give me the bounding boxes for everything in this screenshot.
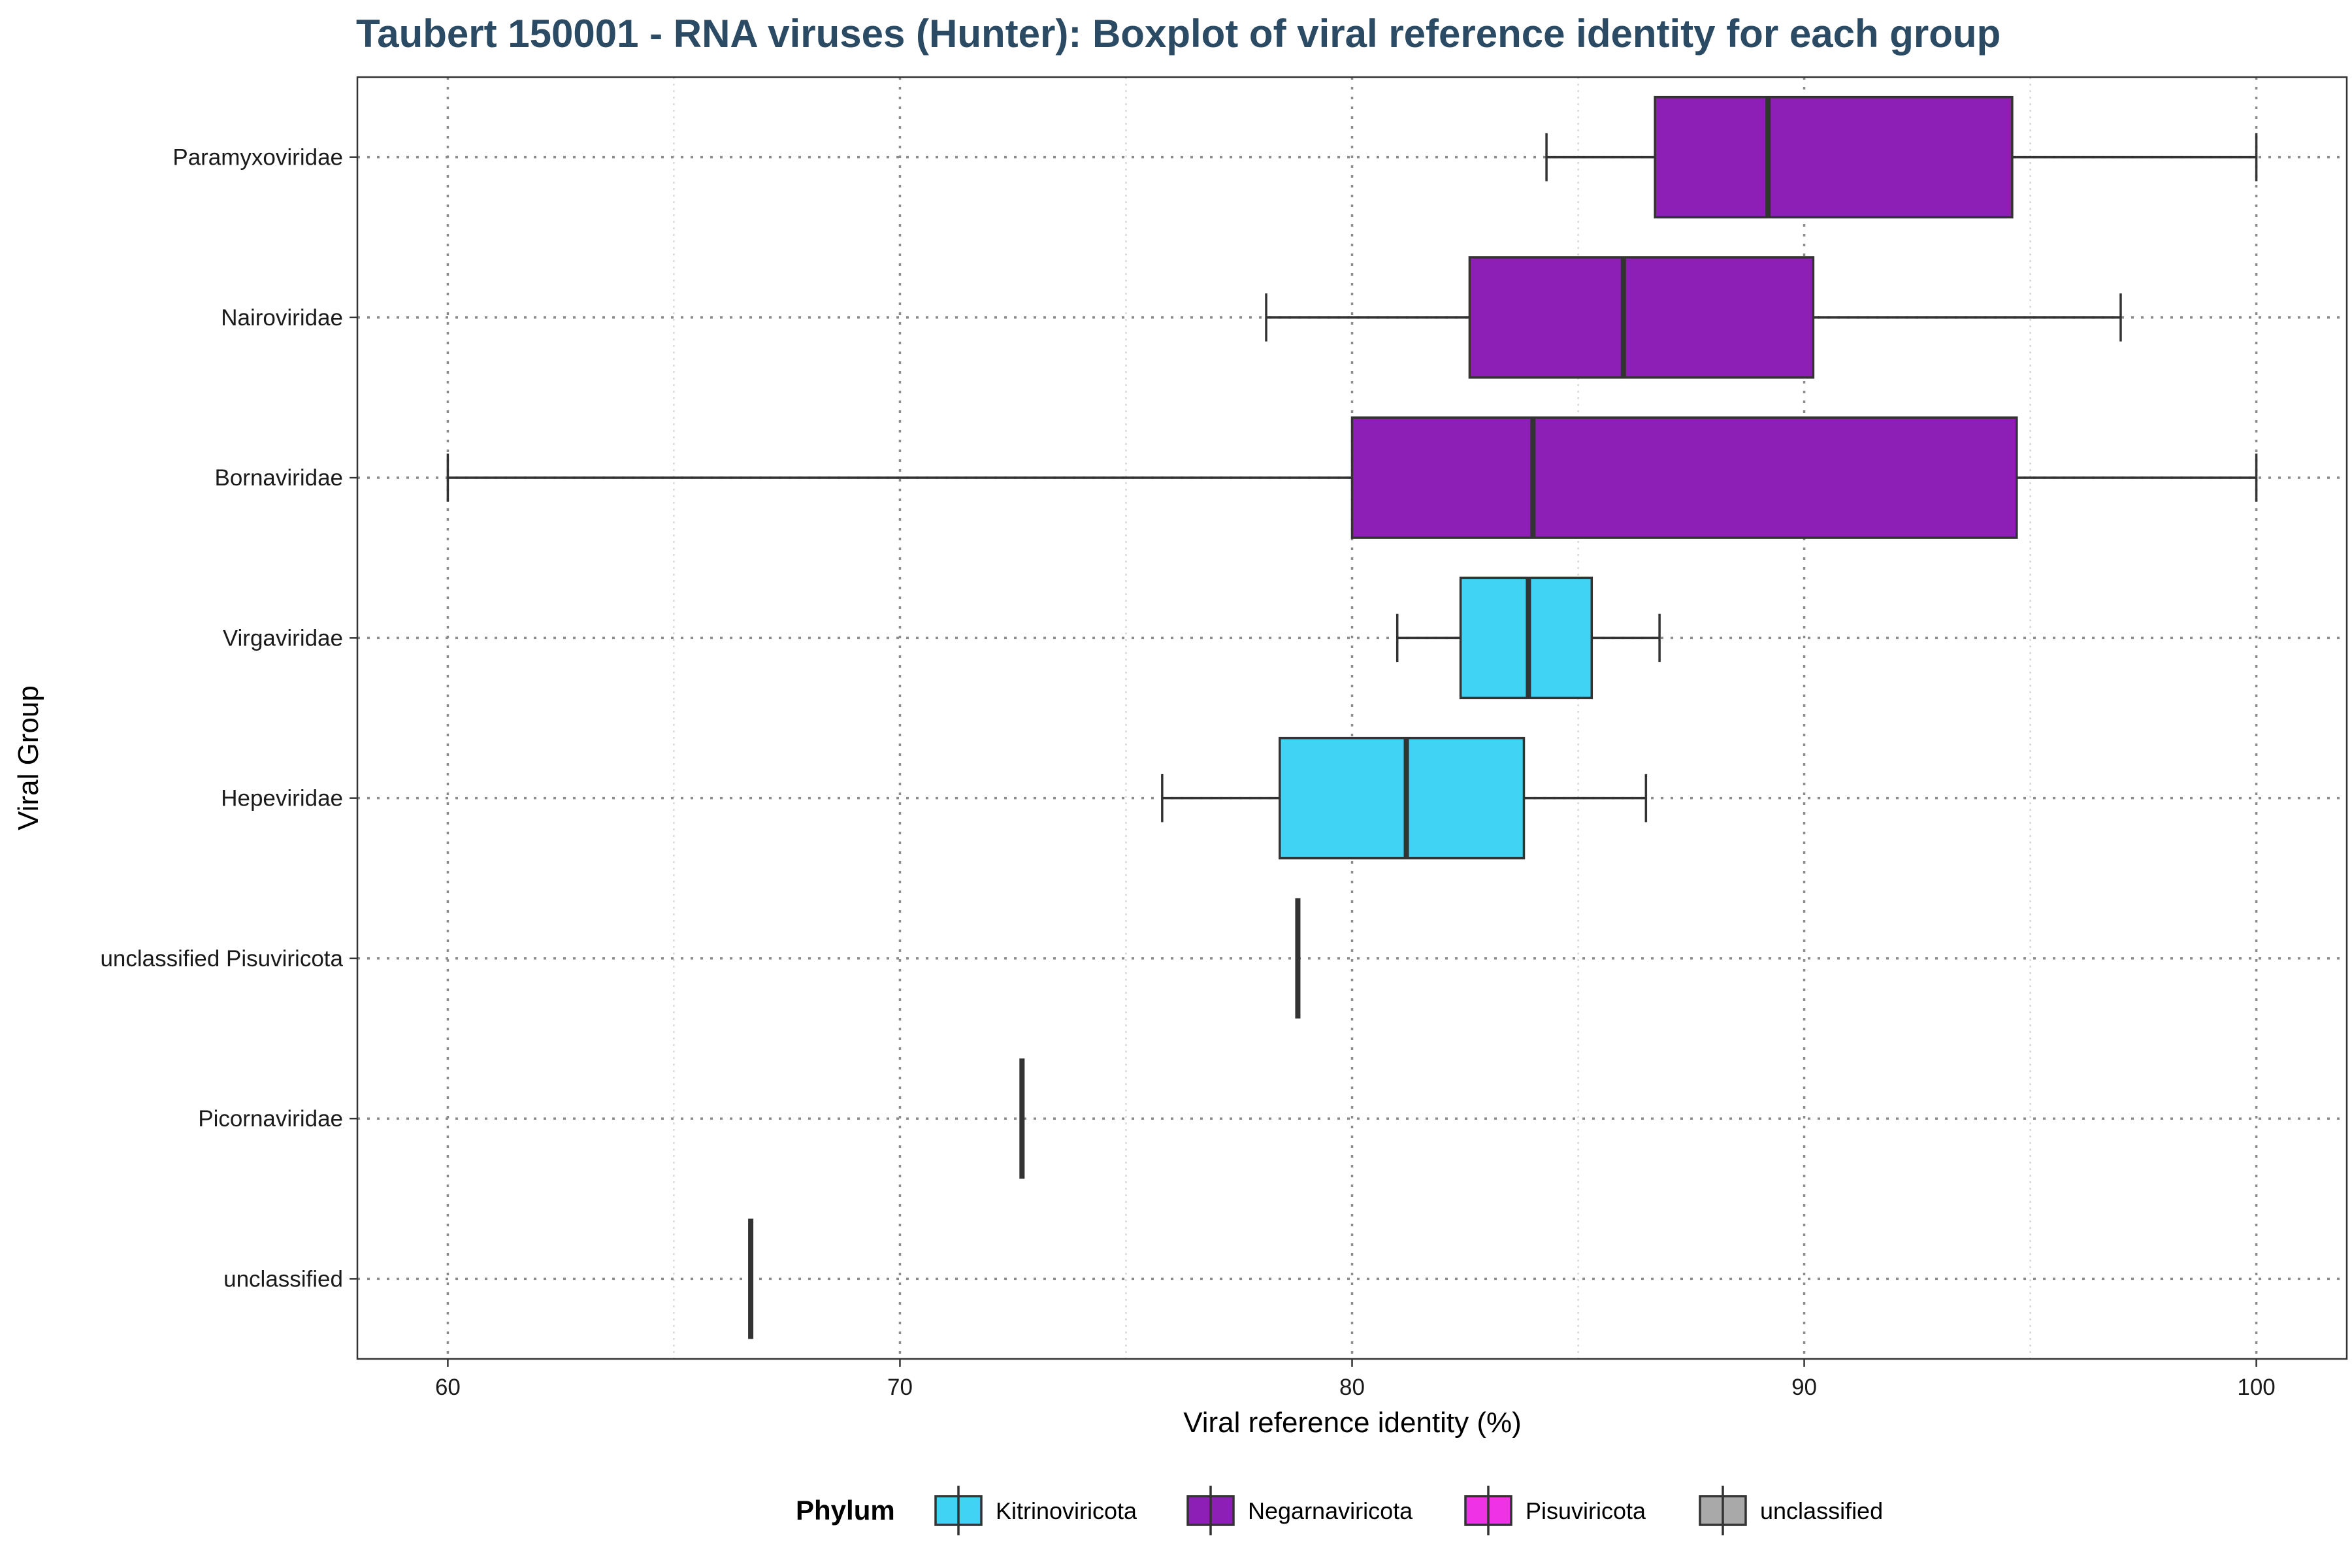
y-tick-label: Virgaviridae xyxy=(223,625,343,651)
chart-title: Taubert 150001 - RNA viruses (Hunter): B… xyxy=(356,12,2001,56)
legend-label: unclassified xyxy=(1760,1497,1883,1524)
y-tick-label: Nairoviridae xyxy=(221,305,343,331)
y-tick-label: Hepeviridae xyxy=(221,786,343,811)
grid-layer xyxy=(357,77,2347,1359)
y-tick-label: Paramyxoviridae xyxy=(172,145,343,171)
box-iqr xyxy=(1350,416,2018,539)
box-paramyxoviridae xyxy=(1545,95,2258,219)
legend: Phylum Kitrinoviricota Negarnaviricota Pis… xyxy=(796,1486,1883,1535)
y-tick-label: unclassified Pisuviricota xyxy=(100,946,343,972)
x-tick-label: 80 xyxy=(1339,1375,1365,1400)
box-iqr xyxy=(1468,256,1815,379)
box-layer xyxy=(446,95,2258,1339)
box-hepeviridae xyxy=(1161,736,1648,860)
box-bornaviridae xyxy=(446,416,2258,539)
box-virgaviridae xyxy=(1396,576,1661,700)
x-tick-label: 100 xyxy=(2237,1375,2275,1400)
legend-item-unclassified: unclassified xyxy=(1699,1486,1883,1535)
legend-title: Phylum xyxy=(796,1495,895,1526)
legend-item-negarnaviricota: Negarnaviricota xyxy=(1186,1486,1413,1535)
axis-layer: Paramyxoviridae Nairoviridae Bornaviridae V… xyxy=(100,145,2275,1400)
legend-label: Negarnaviricota xyxy=(1248,1497,1413,1524)
x-tick-label: 90 xyxy=(1791,1375,1817,1400)
x-axis-title: Viral reference identity (%) xyxy=(1183,1407,1522,1439)
y-tick-label: Picornaviridae xyxy=(198,1106,343,1132)
x-tick-label: 60 xyxy=(435,1375,461,1400)
x-tick-label: 70 xyxy=(887,1375,913,1400)
box-nairoviridae xyxy=(1265,256,2122,379)
legend-item-kitrinoviricota: Kitrinoviricota xyxy=(934,1486,1137,1535)
box-iqr xyxy=(1654,95,2014,219)
legend-label: Pisuviricota xyxy=(1526,1497,1646,1524)
box-iqr xyxy=(1279,736,1526,860)
y-axis-title: Viral Group xyxy=(12,685,44,830)
legend-label: Kitrinoviricota xyxy=(996,1497,1137,1524)
legend-item-pisuviricota: Pisuviricota xyxy=(1464,1486,1646,1535)
y-tick-label: unclassified xyxy=(223,1266,343,1292)
y-tick-label: Bornaviridae xyxy=(215,465,344,491)
